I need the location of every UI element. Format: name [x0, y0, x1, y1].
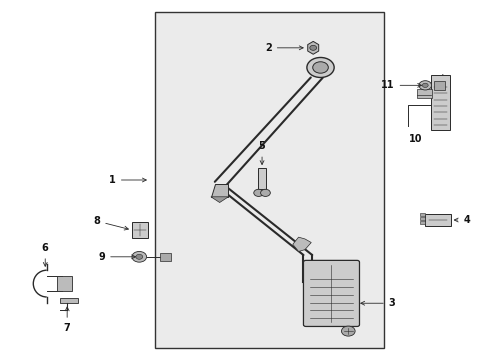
Bar — [160, 252, 171, 261]
Text: 4: 4 — [454, 215, 470, 225]
Text: 11: 11 — [381, 80, 421, 90]
Bar — [132, 222, 147, 238]
Text: 10: 10 — [409, 134, 422, 144]
Bar — [57, 276, 72, 292]
Bar — [420, 213, 425, 216]
Polygon shape — [211, 184, 228, 197]
Bar — [258, 168, 266, 189]
Bar — [155, 12, 384, 348]
Circle shape — [419, 81, 432, 90]
FancyBboxPatch shape — [303, 260, 360, 327]
Text: 1: 1 — [109, 175, 147, 185]
Bar — [416, 89, 432, 98]
Text: 9: 9 — [98, 252, 136, 262]
Polygon shape — [211, 197, 228, 203]
Circle shape — [307, 58, 334, 77]
Circle shape — [254, 189, 264, 197]
Bar — [420, 217, 425, 220]
Text: 3: 3 — [361, 298, 395, 308]
Circle shape — [342, 326, 355, 336]
Bar — [420, 221, 425, 224]
Bar — [425, 213, 451, 226]
Circle shape — [313, 62, 328, 73]
Text: 2: 2 — [265, 43, 303, 53]
Polygon shape — [308, 41, 319, 54]
Circle shape — [422, 83, 428, 87]
Text: 6: 6 — [42, 243, 49, 266]
Text: 8: 8 — [94, 216, 128, 230]
Circle shape — [261, 189, 270, 197]
Text: 5: 5 — [259, 141, 266, 165]
Polygon shape — [293, 237, 311, 251]
Bar — [434, 81, 445, 90]
Circle shape — [132, 251, 147, 262]
Text: 7: 7 — [64, 307, 71, 333]
Bar — [431, 75, 450, 130]
Circle shape — [136, 254, 143, 259]
Bar — [60, 298, 78, 303]
Circle shape — [310, 45, 317, 50]
